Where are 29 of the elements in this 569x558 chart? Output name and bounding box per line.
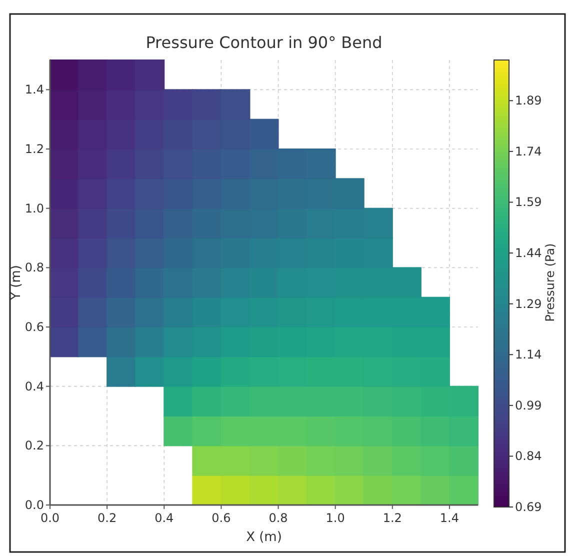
x-tick-label: 0.6	[212, 511, 231, 525]
y-tick-label: 0.0	[24, 498, 44, 512]
x-tick-label: 1.2	[382, 511, 402, 525]
chart-title: Pressure Contour in 90° Bend	[146, 33, 382, 52]
y-tick-label: 1.0	[24, 201, 44, 216]
color-bar-label: 1.14	[515, 348, 542, 362]
x-tick-label: 1.4	[440, 511, 460, 525]
color-bar-label: 1.44	[515, 246, 542, 260]
y-tick-label: 0.8	[24, 260, 44, 275]
x-tick-label: 1.0	[326, 511, 345, 525]
x-tick-label: 0.8	[268, 511, 288, 525]
y-axis-title: Y (m)	[9, 265, 24, 301]
color-bar-label: 0.99	[515, 398, 542, 412]
color-bar-label: 1.89	[515, 94, 542, 108]
color-bar-title: Pressure (Pa)	[543, 243, 557, 322]
x-tick-label: 0.2	[98, 511, 117, 525]
x-tick-label: 0.4	[154, 511, 174, 525]
x-axis-title: X (m)	[246, 530, 282, 545]
y-tick-label: 1.2	[24, 142, 44, 156]
y-tick-label: 1.4	[24, 82, 44, 97]
y-tick-label: 0.2	[24, 438, 44, 453]
color-bar-label: 0.69	[515, 500, 542, 514]
x-tick-label: 0.0	[40, 511, 60, 525]
y-tick-label: 0.6	[24, 320, 44, 334]
y-tick-label: 0.4	[24, 379, 44, 394]
color-bar-label: 0.84	[515, 449, 542, 464]
color-bar-label: 1.59	[515, 195, 542, 210]
color-bar-label: 1.29	[515, 296, 542, 311]
color-bar-label: 1.74	[515, 144, 542, 158]
